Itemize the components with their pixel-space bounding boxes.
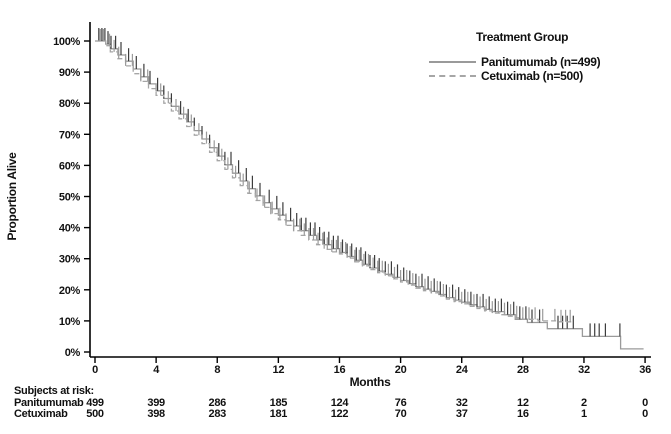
x-tick-label: 4 [153,364,160,376]
risk-count-cetuximab-m8: 283 [208,408,227,420]
x-tick-label: 20 [395,364,407,376]
risk-table-title: Subjects at risk: [14,385,94,397]
y-tick-label: 30% [59,254,81,266]
legend-entry-panitumumab: Panitumumab (n=499) [481,55,601,69]
x-tick-label: 8 [214,364,220,376]
panitumumab-curve [95,40,644,350]
risk-count-panitumumab-m28: 12 [517,397,529,409]
risk-count-panitumumab-m4: 399 [147,397,165,409]
y-tick-label: 80% [59,98,81,110]
risk-count-panitumumab-m8: 286 [208,397,227,409]
risk-count-panitumumab-m24: 32 [455,397,468,409]
y-tick-label: 0% [65,347,81,359]
risk-count-panitumumab-m32: 2 [581,397,587,409]
risk-count-panitumumab-m36: 0 [642,397,648,409]
risk-row-label-panitumumab: Panitumumab [14,397,84,409]
risk-count-cetuximab-m36: 0 [642,408,648,420]
y-tick-label: 50% [59,192,81,204]
y-tick-label: 90% [59,67,81,79]
y-tick-label: 10% [59,316,81,328]
risk-count-cetuximab-m24: 37 [455,408,468,420]
risk-count-cetuximab-m28: 16 [517,408,529,420]
y-tick-label: 100% [53,36,80,48]
x-tick-label: 0 [92,364,98,376]
legend-dashed-line-sample [429,75,476,77]
legend-solid-line-sample [429,61,476,63]
x-axis-title: Months [350,375,391,389]
y-tick-label: 40% [59,223,81,235]
risk-count-cetuximab-m0: 500 [86,408,104,420]
risk-count-panitumumab-m20: 76 [394,397,407,409]
x-tick-label: 12 [273,364,285,376]
risk-count-panitumumab-m16: 124 [330,397,349,409]
risk-count-panitumumab-m0: 499 [86,397,104,409]
risk-count-cetuximab-m32: 1 [581,408,587,420]
x-tick-label: 28 [517,364,529,376]
x-tick-label: 32 [578,364,590,376]
risk-count-cetuximab-m20: 70 [394,408,407,420]
risk-count-cetuximab-m16: 122 [330,408,349,420]
risk-count-panitumumab-m12: 185 [269,397,288,409]
y-tick-label: 70% [59,129,81,141]
risk-count-cetuximab-m4: 398 [147,408,165,420]
risk-row-label-cetuximab: Cetuximab [14,408,68,420]
cetuximab-curve [95,40,574,323]
legend-title: Treatment Group [476,30,569,44]
y-tick-label: 60% [59,160,81,172]
risk-count-cetuximab-m12: 181 [269,408,288,420]
y-tick-label: 20% [59,285,81,297]
legend-entry-cetuximab: Cetuximab (n=500) [481,69,583,83]
y-axis-title: Proportion Alive [5,152,19,241]
x-tick-label: 36 [639,364,651,376]
x-tick-label: 16 [334,364,346,376]
x-tick-label: 24 [456,364,469,376]
